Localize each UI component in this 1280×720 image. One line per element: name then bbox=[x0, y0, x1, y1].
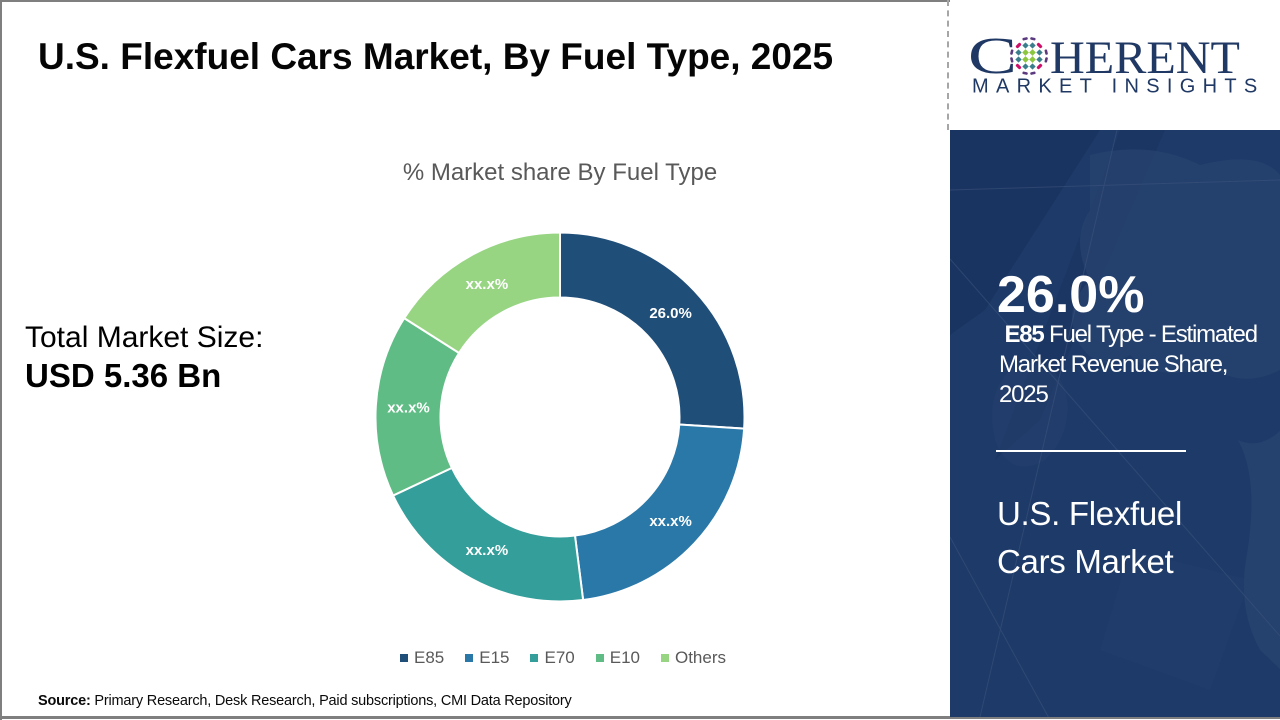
svg-text:C: C bbox=[968, 28, 1017, 85]
svg-text:xx.x%: xx.x% bbox=[649, 513, 692, 530]
svg-text:MARKET INSIGHTS: MARKET INSIGHTS bbox=[972, 76, 1262, 98]
svg-text:xx.x%: xx.x% bbox=[466, 276, 509, 293]
svg-text:xx.x%: xx.x% bbox=[387, 400, 430, 417]
svg-text:xx.x%: xx.x% bbox=[466, 542, 509, 559]
svg-text:HERENT: HERENT bbox=[1050, 32, 1240, 84]
svg-text:26.0%: 26.0% bbox=[649, 305, 692, 322]
